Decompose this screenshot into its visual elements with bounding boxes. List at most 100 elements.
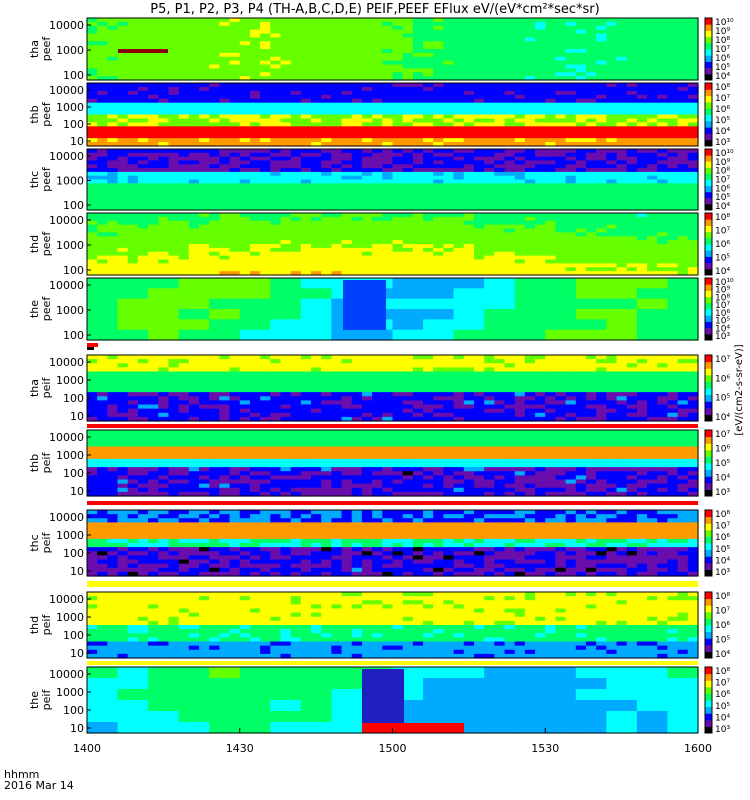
colorbar-tick-label: 10¹⁰	[715, 278, 734, 288]
panel-the-peef: the peef 10000 1000 100 10³10⁴10⁵10⁶10⁷10⁸10⁹…	[28, 277, 734, 342]
colorbar-tick-label: 10⁶	[715, 690, 730, 700]
y-tick-label: 10000	[49, 19, 84, 32]
y-tick-label: 100	[63, 264, 84, 277]
colorbar-tick-label: 10⁸	[715, 36, 730, 46]
y-tick-label: 10	[70, 722, 84, 735]
colorbar-tick-label: 10⁵	[715, 545, 730, 555]
panel-probe-label: the	[28, 691, 41, 709]
panel-thb-peif: thb peif 10000 1000 100 10 10³ 10⁴ 10⁵ 10⁶ 10⁷	[28, 429, 730, 498]
colorbar: 10³ 10⁴ 10⁵ 10⁶ 10⁷	[704, 429, 730, 498]
colorbar-tick-label: 10⁶	[715, 621, 730, 631]
colorbar-tick-label: 10⁵	[715, 254, 730, 264]
colorbar-tick-label: 10⁴	[715, 202, 730, 212]
colorbar-tick-label: 10⁸	[715, 592, 730, 602]
colorbar-frame	[704, 429, 713, 497]
colorbar-tick-label: 10⁹	[715, 158, 730, 168]
y-tick-label: 1000	[56, 239, 84, 252]
colorbar-tick-label: 10⁵	[715, 317, 730, 327]
colorbar-frame	[704, 82, 713, 147]
colorbar-tick-label: 10⁴	[715, 267, 730, 277]
flag-bar	[87, 661, 698, 665]
colorbar-tick-label: 10⁷	[715, 679, 730, 689]
panel-probe-label: thc	[28, 171, 41, 188]
colorbar-tick-label: 10⁶	[715, 374, 730, 384]
panel-product-label: peif	[40, 532, 53, 554]
colorbar-tick-label: 10⁷	[715, 45, 730, 55]
y-tick-label: 1000	[56, 611, 84, 624]
y-tick-label: 1000	[56, 374, 84, 387]
colorbar-frame	[704, 666, 713, 734]
y-tick-label: 1000	[56, 529, 84, 542]
panel-product-label: peef	[40, 231, 53, 257]
panel-frame	[86, 591, 699, 659]
colorbar-frame	[704, 354, 713, 422]
colorbar-tick-label: 10¹⁰	[715, 149, 734, 159]
panel-frame	[86, 429, 699, 497]
y-tick-label: 10000	[49, 214, 84, 227]
colorbar-frame	[704, 148, 713, 211]
panel-probe-label: tha	[28, 40, 41, 58]
panel-product-label: peef	[40, 36, 53, 62]
colorbar-tick-label: 10⁴	[715, 72, 730, 82]
colorbar-tick-label: 10⁴	[715, 413, 730, 423]
colorbar-tick-label: 10⁵	[715, 116, 730, 126]
colorbar-tick-label: 10⁵	[715, 636, 730, 646]
colorbar-tick-label: 10⁸	[715, 213, 730, 223]
colorbar-tick-label: 10⁵	[715, 459, 730, 469]
panel-frame	[86, 354, 699, 422]
colorbar-tick-label: 10⁸	[715, 167, 730, 177]
colorbar-tick-label: 10⁴	[715, 127, 730, 137]
colorbar-tick-label: 10³	[715, 725, 730, 735]
colorbar-tick-label: 10⁵	[715, 63, 730, 73]
panel-product-label: peef	[40, 166, 53, 192]
colorbar-frame	[704, 17, 713, 81]
time-axis-row-label: hhmm	[4, 768, 40, 781]
colorbar-frame	[704, 277, 713, 341]
colorbar: 10⁴ 10⁵ 10⁶ 10⁷ 10⁸	[704, 212, 730, 277]
colorbar-tick-label: 10⁴	[715, 474, 730, 484]
y-tick-label: 1000	[56, 101, 84, 114]
panel-frame	[86, 148, 699, 211]
colorbar-tick-label: 10⁶	[715, 445, 730, 455]
flag-bar	[87, 581, 698, 587]
colorbar-tick-label: 10⁵	[715, 702, 730, 712]
y-tick-label: 100	[63, 69, 84, 82]
y-tick-label: 10	[70, 485, 84, 498]
flux-gap	[362, 669, 404, 723]
panel-frame	[86, 277, 699, 341]
colorbar-tick-label: 10⁸	[715, 293, 730, 303]
panel-probe-label: thd	[28, 235, 41, 253]
colorbar-tick-label: 10⁸	[715, 83, 730, 93]
plot-title: P5, P1, P2, P3, P4 (TH-A,B,C,D,E) PEIF,P…	[150, 2, 600, 17]
y-tick-label: 100	[63, 704, 84, 717]
colorbar-tick-label: 10⁹	[715, 27, 730, 37]
panel-thd-peef: thd peef 10000 1000 100 10⁴ 10⁵ 10⁶ 10⁷ 10⁸	[28, 212, 730, 277]
panel-product-label: peef	[40, 101, 53, 127]
colorbar-tick-label: 10⁴	[715, 713, 730, 723]
colorbar-frame	[704, 591, 713, 659]
panel-probe-label: thb	[28, 105, 41, 123]
y-tick-label: 10000	[49, 668, 84, 681]
y-tick-label: 100	[63, 547, 84, 560]
y-tick-label: 10000	[49, 593, 84, 606]
y-tick-label: 100	[63, 329, 84, 342]
colorbar-tick-label: 10³	[715, 488, 730, 498]
colorbar-tick-label: 10⁵	[715, 193, 730, 203]
x-tick-label: 1400	[73, 742, 101, 755]
panel-probe-label: tha	[28, 379, 41, 397]
colorbar-tick-label: 10⁷	[715, 227, 730, 237]
y-tick-label: 10000	[49, 84, 84, 97]
y-tick-label: 10	[70, 135, 84, 148]
colorbar-tick-label: 10¹⁰	[715, 18, 734, 28]
colorbar-tick-label: 10⁷	[715, 355, 730, 365]
colorbar-unit-label: [eV/(cm2-s-sr-eV)]	[734, 344, 745, 435]
colorbar-tick-label: 10⁷	[715, 430, 730, 440]
colorbar-tick-label: 10⁶	[715, 184, 730, 194]
y-tick-label: 10	[70, 565, 84, 578]
colorbar-tick-label: 10⁷	[715, 522, 730, 532]
y-tick-label: 100	[63, 199, 84, 212]
y-tick-label: 1000	[56, 449, 84, 462]
